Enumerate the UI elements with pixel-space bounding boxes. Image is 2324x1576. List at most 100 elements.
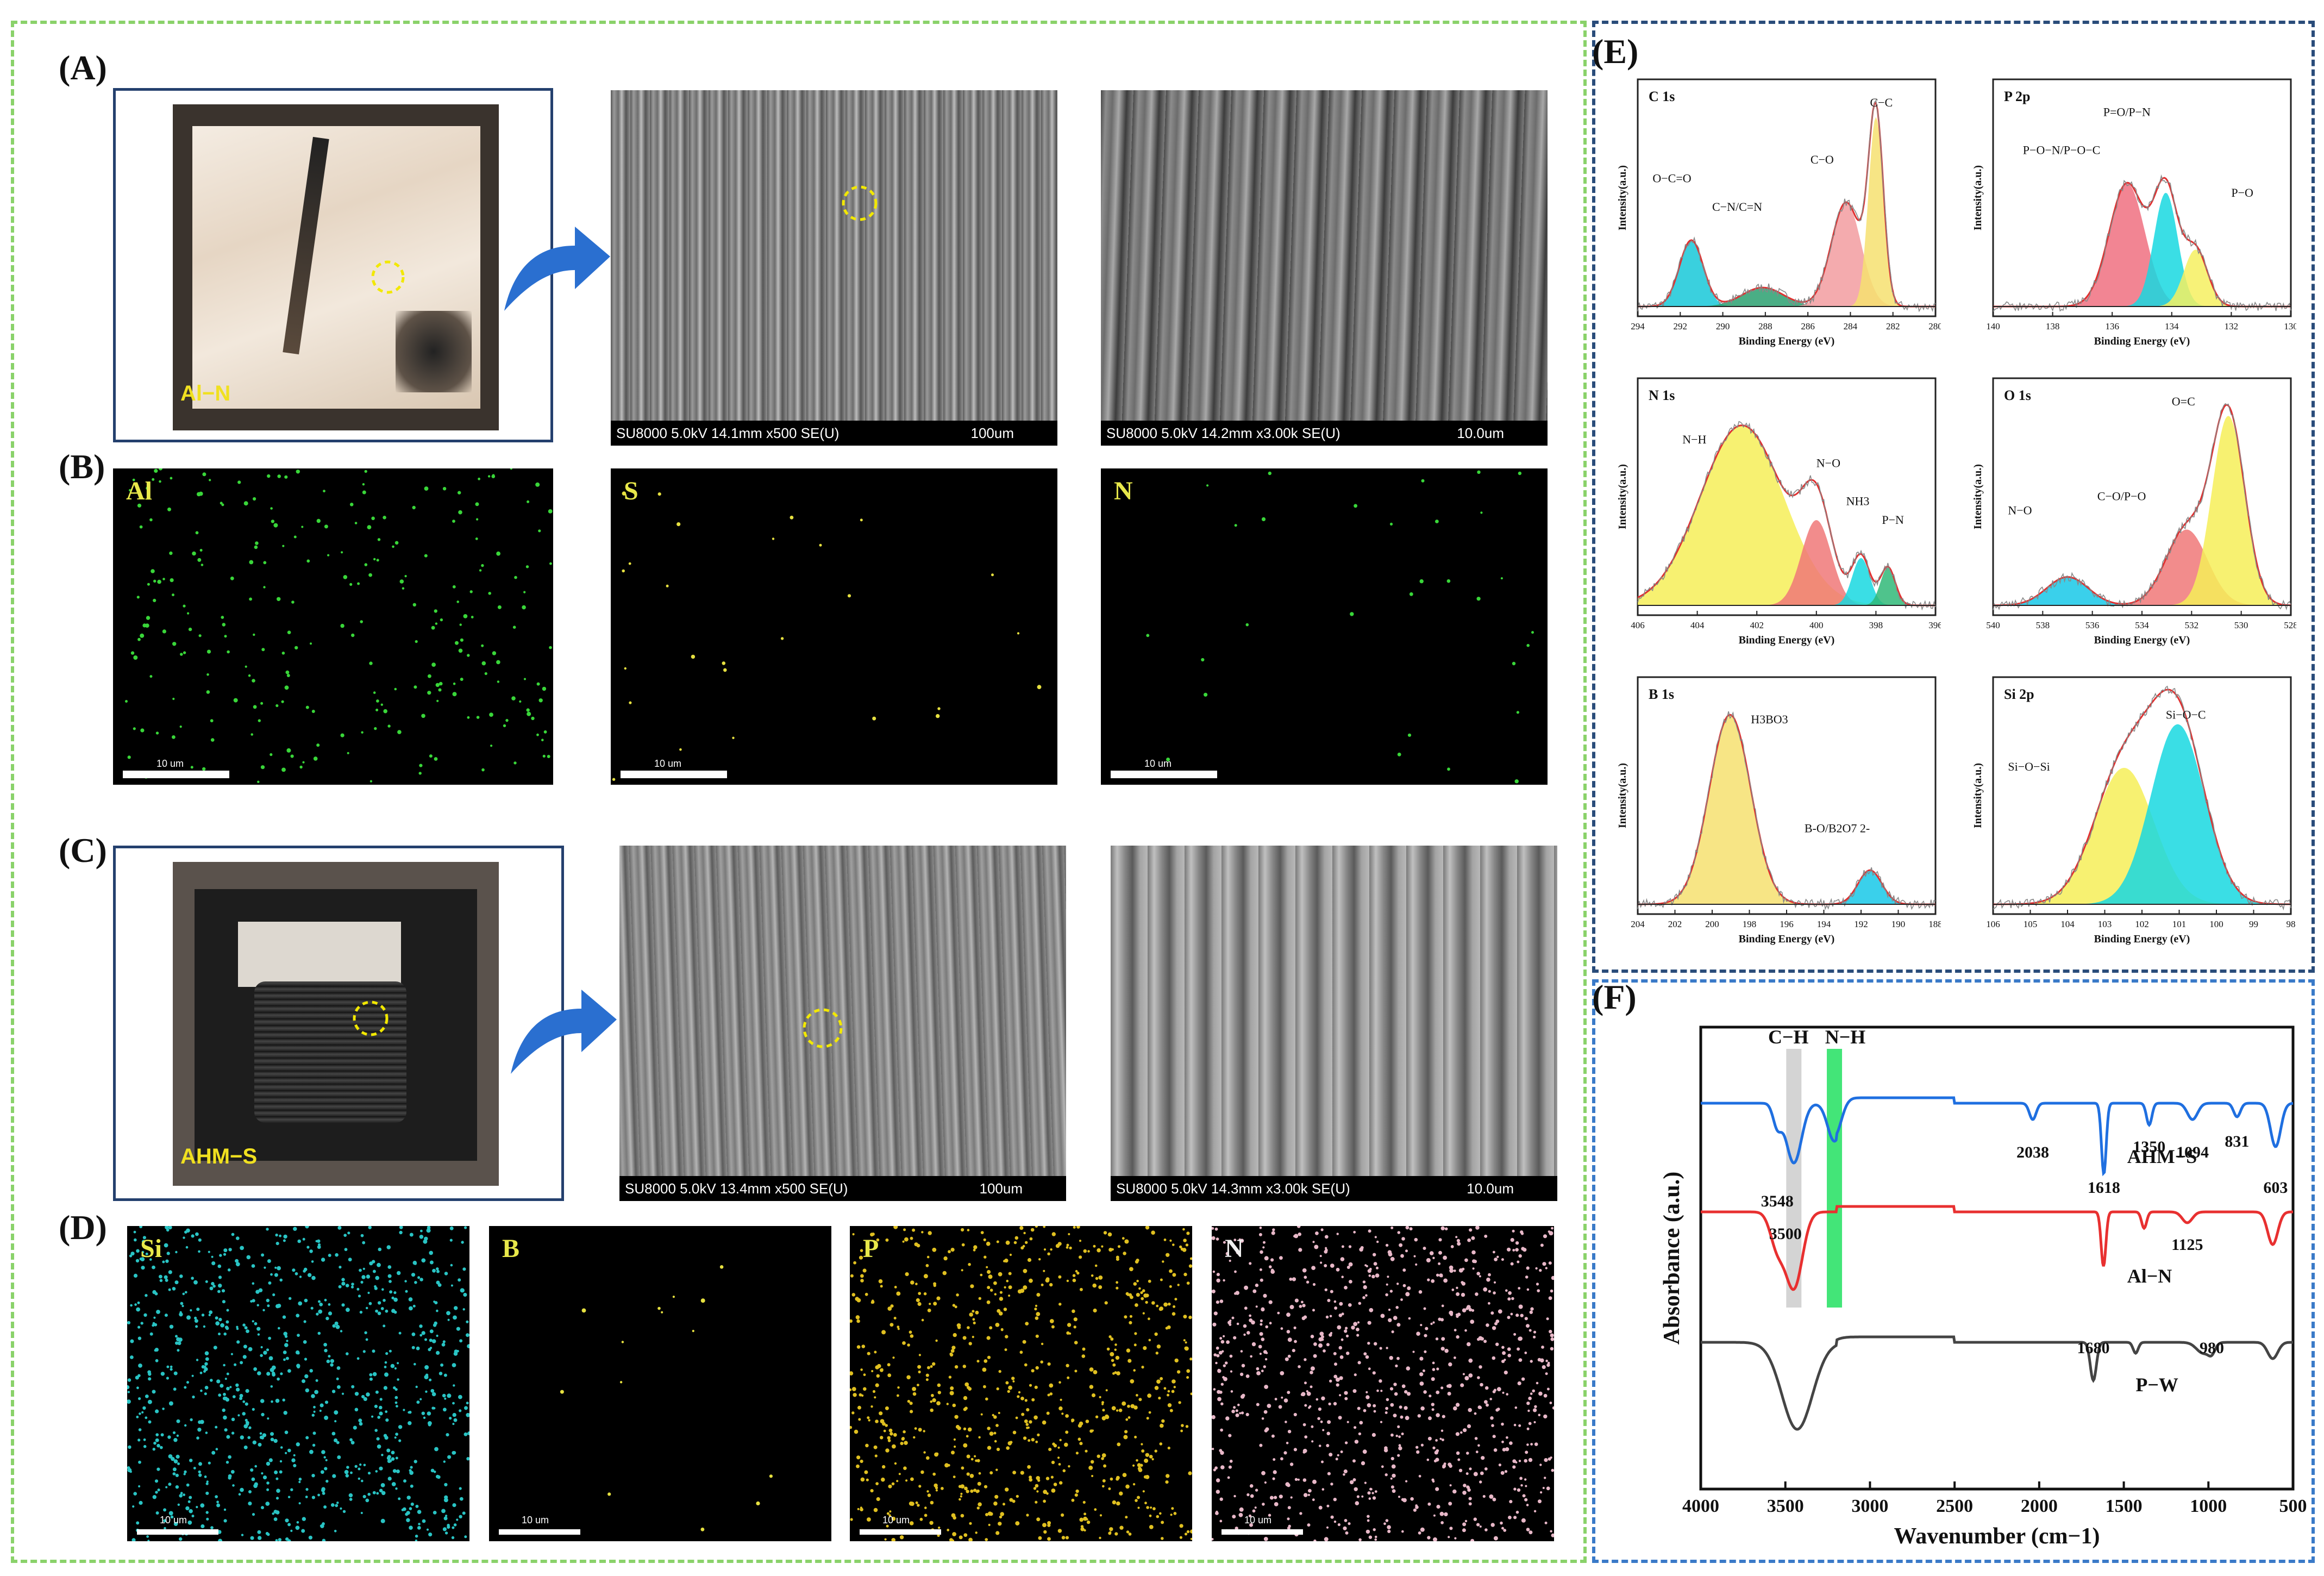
scale-bar bbox=[1111, 771, 1217, 778]
eds-dot bbox=[1502, 1351, 1506, 1355]
eds-dot bbox=[458, 648, 463, 653]
eds-dot bbox=[1507, 1347, 1511, 1351]
eds-dot bbox=[937, 1534, 940, 1537]
eds-dot bbox=[351, 1385, 355, 1389]
eds-dot bbox=[258, 1442, 262, 1447]
eds-dot bbox=[217, 1264, 222, 1268]
eds-dot bbox=[435, 622, 438, 625]
eds-map-al: Al 10 um bbox=[113, 468, 553, 785]
eds-dot bbox=[1456, 1451, 1460, 1455]
eds-dot bbox=[1475, 1292, 1479, 1296]
eds-dot bbox=[479, 569, 482, 572]
eds-dot bbox=[327, 554, 330, 556]
eds-dot bbox=[263, 1350, 267, 1355]
eds-dot bbox=[927, 1366, 930, 1369]
eds-dot bbox=[1078, 1437, 1081, 1441]
xps-raw bbox=[1637, 99, 1936, 312]
eds-dot bbox=[860, 1508, 863, 1511]
eds-dot bbox=[155, 1359, 159, 1362]
eds-dot bbox=[1297, 1478, 1300, 1481]
eds-dot bbox=[1518, 1287, 1521, 1290]
eds-dot bbox=[190, 1309, 192, 1312]
eds-dot bbox=[179, 1274, 183, 1278]
eds-dot bbox=[374, 1286, 378, 1290]
arrow-icon bbox=[504, 227, 610, 311]
eds-dot bbox=[1190, 1529, 1192, 1534]
eds-dot bbox=[1256, 1371, 1261, 1375]
eds-dot bbox=[1448, 1502, 1452, 1506]
eds-dot bbox=[414, 1460, 417, 1464]
eds-dot bbox=[1220, 1402, 1224, 1406]
eds-dot bbox=[925, 1264, 929, 1267]
eds-dot bbox=[165, 1226, 169, 1230]
eds-dot bbox=[1080, 1525, 1084, 1528]
eds-dot bbox=[1515, 1241, 1519, 1245]
eds-dot bbox=[1407, 733, 1412, 737]
eds-dot bbox=[332, 1474, 336, 1478]
eds-dot bbox=[418, 1523, 421, 1525]
eds-dot bbox=[1287, 1430, 1292, 1434]
eds-dot bbox=[209, 1310, 213, 1315]
eds-dot bbox=[1299, 1512, 1302, 1515]
eds-dot bbox=[424, 554, 428, 558]
eds-dot bbox=[1188, 1264, 1192, 1268]
eds-dot bbox=[130, 1339, 134, 1343]
eds-dot bbox=[1306, 1280, 1310, 1284]
eds-dot bbox=[272, 1293, 275, 1297]
eds-dot bbox=[1188, 1471, 1192, 1475]
eds-dot bbox=[966, 1454, 970, 1459]
eds-dot bbox=[1059, 1439, 1062, 1441]
eds-dot bbox=[1484, 1234, 1488, 1238]
eds-dot bbox=[933, 1302, 937, 1306]
eds-dot bbox=[959, 1535, 963, 1540]
eds-dot bbox=[1334, 1306, 1338, 1310]
eds-dot bbox=[1241, 1411, 1244, 1415]
eds-dot bbox=[267, 1304, 270, 1308]
eds-dot bbox=[1432, 1321, 1435, 1324]
eds-dot bbox=[1145, 1475, 1150, 1479]
eds-dot bbox=[230, 1353, 233, 1355]
eds-dot bbox=[1543, 1414, 1548, 1419]
eds-dot bbox=[1458, 1468, 1463, 1472]
eds-dot bbox=[1438, 1238, 1442, 1242]
eds-dot bbox=[1372, 1371, 1376, 1375]
eds-dot bbox=[1475, 1450, 1479, 1454]
eds-dot bbox=[1225, 1416, 1230, 1421]
eds-dot bbox=[336, 1441, 340, 1444]
eds-dot bbox=[1387, 1275, 1389, 1278]
eds-dot bbox=[462, 1267, 466, 1271]
eds-dot bbox=[1540, 1243, 1544, 1247]
eds-dot bbox=[876, 1497, 880, 1502]
eds-dot bbox=[1439, 1437, 1442, 1440]
eds-dot bbox=[1268, 471, 1271, 476]
eds-dot bbox=[858, 1418, 861, 1421]
eds-dot bbox=[1368, 1367, 1371, 1371]
eds-dot bbox=[368, 573, 372, 577]
eds-dot bbox=[362, 1350, 366, 1353]
eds-dot bbox=[354, 1465, 358, 1468]
eds-dot bbox=[334, 1321, 339, 1325]
eds-dot bbox=[176, 1454, 180, 1459]
eds-dot bbox=[275, 704, 279, 708]
eds-dot bbox=[1264, 1256, 1269, 1261]
eds-dot bbox=[190, 1418, 193, 1422]
eds-dot bbox=[1420, 1443, 1424, 1447]
eds-dot bbox=[1340, 1257, 1345, 1261]
eds-dot bbox=[348, 1258, 352, 1262]
eds-dot bbox=[335, 1324, 340, 1329]
eds-dot bbox=[1360, 1246, 1364, 1249]
eds-dot bbox=[1043, 1269, 1045, 1272]
eds-dot bbox=[1398, 1496, 1400, 1498]
eds-dot bbox=[204, 1392, 207, 1396]
eds-dot bbox=[1500, 1521, 1503, 1525]
eds-dot bbox=[862, 1268, 867, 1273]
eds-dot bbox=[973, 1489, 977, 1492]
eds-dot bbox=[1280, 1371, 1285, 1375]
eds-dot bbox=[1486, 1277, 1490, 1282]
eds-dot bbox=[1483, 1340, 1487, 1343]
eds-dot bbox=[1185, 1425, 1189, 1428]
eds-dot bbox=[527, 711, 531, 716]
eds-dot bbox=[282, 1398, 285, 1402]
eds-dot bbox=[1008, 1272, 1012, 1275]
eds-dot bbox=[1082, 1347, 1086, 1351]
